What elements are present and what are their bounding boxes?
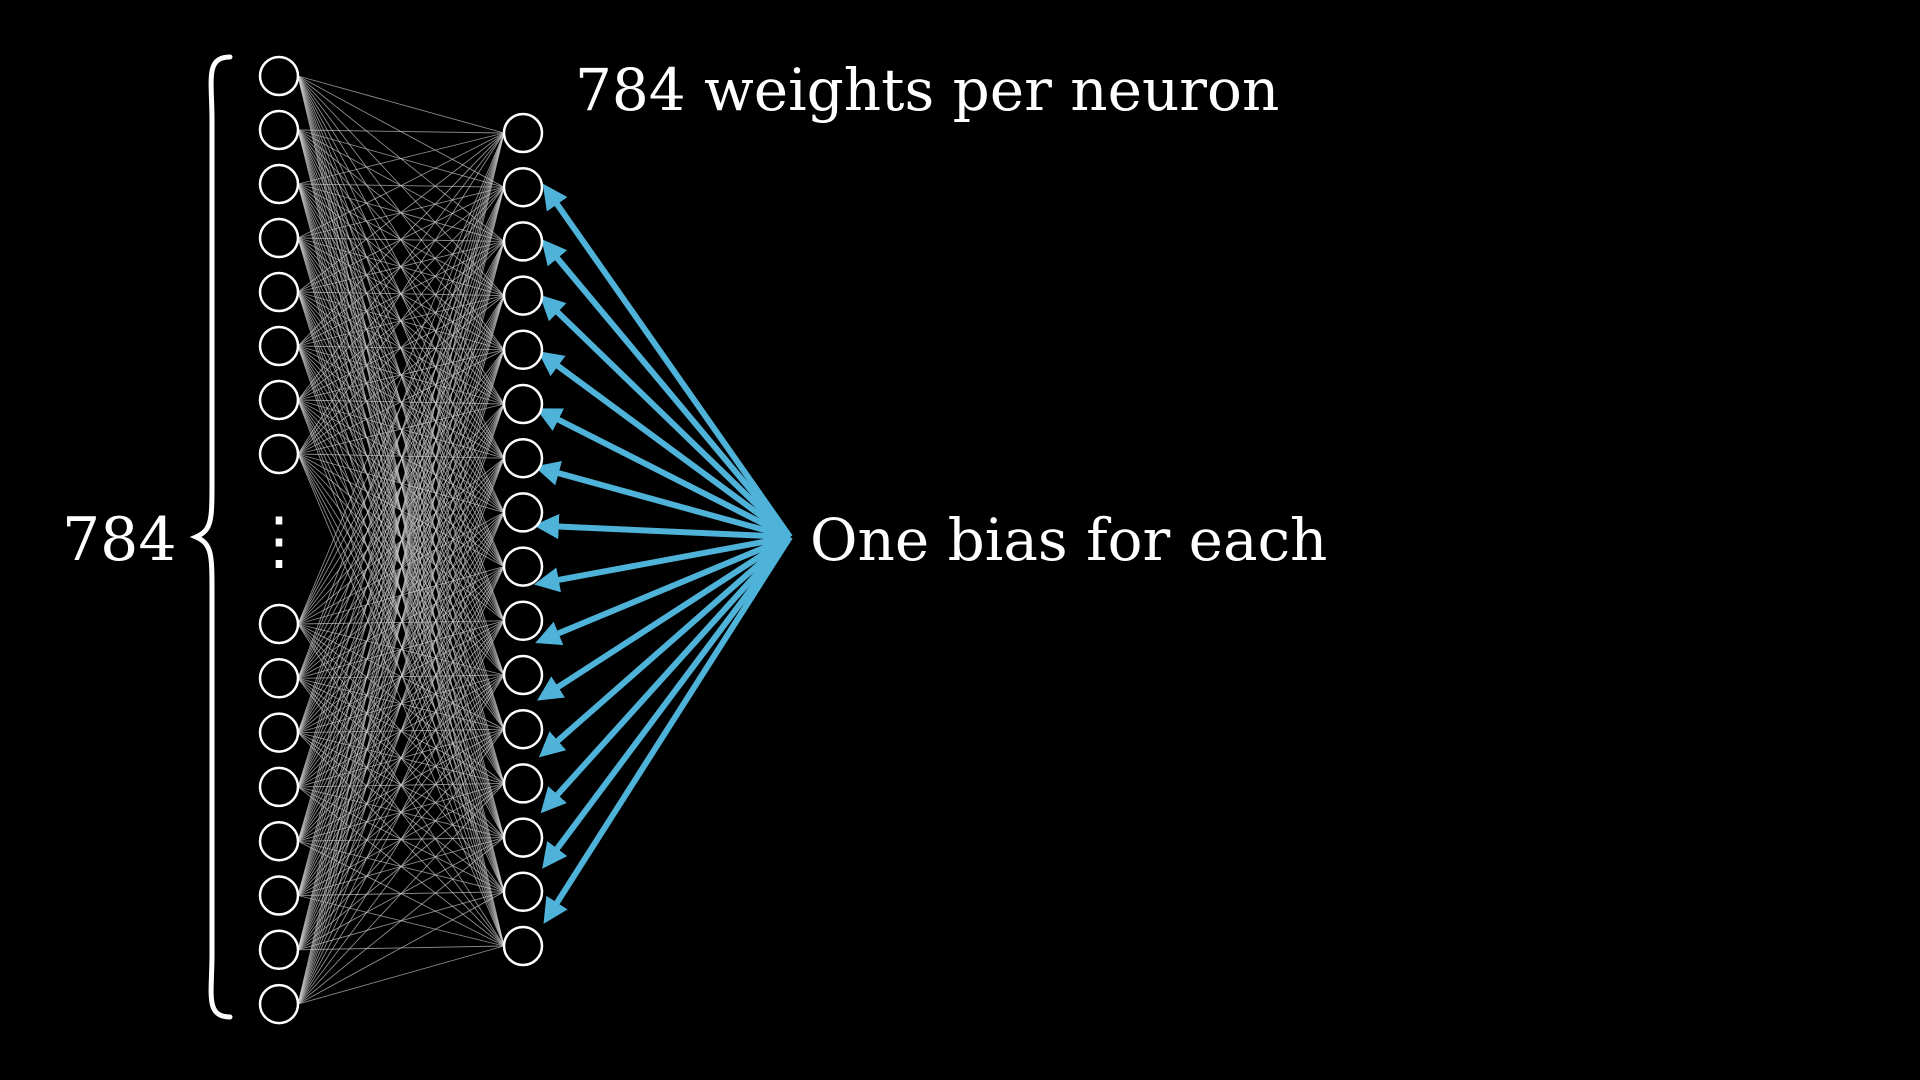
weight-edge bbox=[297, 453, 505, 947]
weight-edge bbox=[297, 674, 505, 1005]
weight-edge bbox=[297, 837, 505, 1005]
second-layer-neuron bbox=[502, 221, 544, 262]
weight-edge bbox=[297, 453, 505, 622]
second-layer-neuron bbox=[502, 492, 544, 533]
input-neuron bbox=[258, 766, 300, 808]
second-layer-neuron bbox=[502, 817, 544, 858]
bias-arrow bbox=[533, 534, 791, 593]
input-layer-brace bbox=[189, 54, 233, 1020]
second-layer-neuron bbox=[502, 112, 544, 154]
weight-edge bbox=[297, 132, 505, 455]
input-layer-ellipsis: ⋮ bbox=[247, 504, 311, 578]
bias-arrow bbox=[539, 294, 793, 540]
weight-edge bbox=[297, 728, 505, 1005]
weight-edge bbox=[297, 132, 505, 896]
input-neuron bbox=[258, 983, 300, 1025]
input-neuron bbox=[258, 929, 300, 971]
input-neuron bbox=[258, 712, 300, 753]
second-layer-neuron bbox=[502, 546, 544, 587]
second-layer-neuron bbox=[502, 708, 544, 750]
weight-edge bbox=[297, 187, 505, 1005]
weight-edge bbox=[297, 349, 505, 1005]
weight-edge bbox=[297, 945, 505, 1005]
second-layer-neuron bbox=[502, 329, 544, 371]
weight-edge bbox=[297, 403, 505, 1005]
weight-edge bbox=[297, 129, 505, 134]
second-layer-neuron bbox=[502, 654, 544, 696]
bias-arrow bbox=[540, 534, 793, 814]
weight-edge bbox=[297, 453, 505, 892]
weight-edge bbox=[297, 453, 505, 838]
weight-edge bbox=[297, 132, 505, 788]
bias-arrows bbox=[533, 183, 793, 924]
input-neuron bbox=[258, 55, 300, 97]
second-layer-neuron bbox=[502, 871, 544, 913]
weight-edge bbox=[297, 132, 505, 1005]
second-layer-neuron bbox=[502, 275, 544, 316]
weight-edge bbox=[297, 132, 505, 679]
weights-per-neuron-label: 784 weights per neuron bbox=[575, 56, 1279, 124]
second-layer-neuron bbox=[502, 925, 544, 967]
input-neuron bbox=[258, 163, 300, 205]
bias-arrow bbox=[537, 534, 792, 701]
bias-arrow bbox=[543, 535, 793, 924]
input-neuron bbox=[258, 875, 300, 916]
weight-edge bbox=[297, 295, 505, 1005]
weight-edge bbox=[297, 783, 505, 1005]
bias-arrow bbox=[542, 183, 793, 539]
weight-edge bbox=[297, 75, 505, 134]
input-layer bbox=[258, 55, 300, 1025]
bias-arrow bbox=[534, 461, 791, 540]
weight-edge bbox=[297, 132, 505, 293]
weight-edge bbox=[297, 453, 505, 730]
weight-edge bbox=[297, 132, 505, 733]
second-layer-neuron bbox=[502, 763, 544, 804]
weight-edge bbox=[297, 132, 505, 842]
second-layer-neuron bbox=[502, 383, 544, 425]
bias-arrow bbox=[541, 238, 793, 539]
weight-edge bbox=[297, 512, 505, 1005]
weight-edge bbox=[297, 132, 505, 347]
bias-arrow bbox=[533, 513, 791, 540]
input-neuron bbox=[258, 271, 300, 313]
second-layer-neuron bbox=[502, 437, 544, 479]
input-neuron bbox=[258, 379, 300, 421]
weight-edge bbox=[297, 132, 505, 239]
weight-edge bbox=[297, 132, 505, 625]
weight-edge bbox=[297, 620, 505, 1005]
weight-edge bbox=[297, 458, 505, 1005]
bias-arrow bbox=[538, 534, 792, 758]
second-layer bbox=[502, 112, 544, 967]
second-layer-neuron bbox=[502, 600, 544, 642]
input-neuron bbox=[258, 433, 300, 475]
input-neuron bbox=[258, 217, 300, 259]
weight-edge bbox=[297, 132, 505, 950]
bias-label: One bias for each bbox=[810, 506, 1327, 574]
weight-edge bbox=[297, 453, 505, 567]
input-neuron bbox=[258, 325, 300, 367]
input-neuron bbox=[258, 603, 300, 645]
weight-edge bbox=[297, 453, 505, 676]
input-neuron bbox=[258, 658, 300, 699]
weight-edge bbox=[297, 132, 505, 185]
weight-connections bbox=[297, 75, 505, 1005]
weight-edge bbox=[297, 891, 505, 1005]
second-layer-neuron bbox=[502, 166, 544, 208]
input-neuron bbox=[258, 109, 300, 151]
bias-arrow bbox=[537, 351, 792, 540]
bias-arrow bbox=[535, 534, 792, 645]
weight-edge bbox=[297, 132, 505, 401]
input-layer-count-label: 784 bbox=[62, 505, 177, 575]
bias-arrow bbox=[535, 408, 792, 540]
weight-edge bbox=[297, 453, 505, 784]
weight-edge bbox=[297, 241, 505, 1005]
weight-edge bbox=[297, 566, 505, 1005]
input-neuron bbox=[258, 820, 300, 862]
bias-arrow bbox=[542, 535, 793, 869]
